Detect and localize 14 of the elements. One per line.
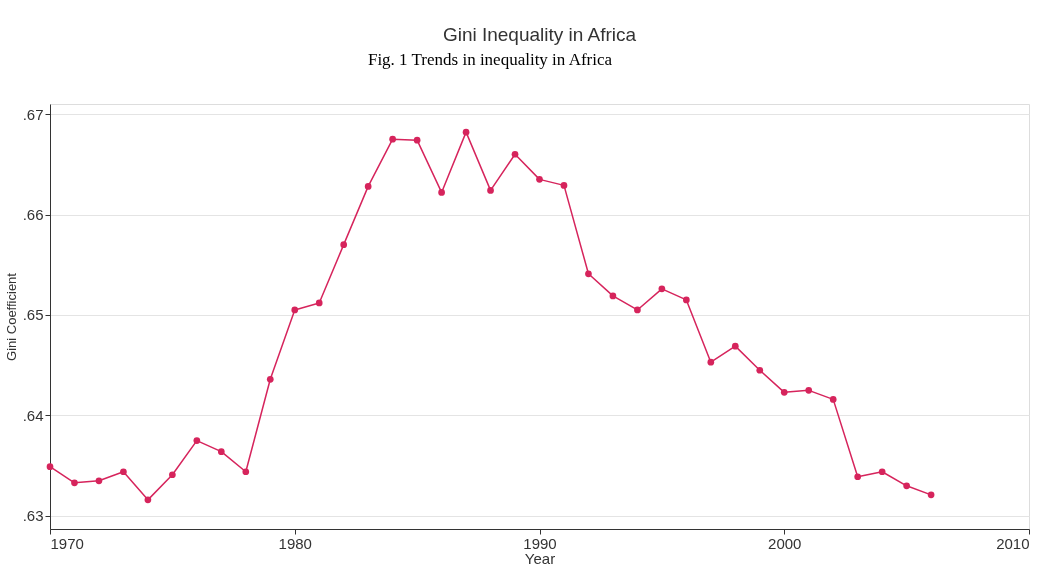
y-tick-label: .66 [22, 206, 44, 224]
y-tick-label: .63 [22, 507, 44, 525]
x-tick-label: 1980 [278, 534, 312, 552]
chart-title: Gini Inequality in Africa [442, 24, 637, 45]
y-tick-label: .64 [22, 406, 44, 424]
y-axis-title: Gini Coefficient [3, 272, 19, 361]
x-tick-label: 2010 [996, 534, 1030, 552]
x-tick-label: 1970 [50, 534, 84, 552]
y-tick-label: .65 [22, 306, 44, 324]
x-axis-title: Year [524, 549, 556, 567]
caption: Fig. 1 Trends in inequality in Africa [367, 50, 613, 69]
x-tick-label: 1990 [523, 534, 557, 552]
x-tick-label: 2000 [768, 534, 802, 552]
y-tick-label: .67 [22, 105, 44, 123]
